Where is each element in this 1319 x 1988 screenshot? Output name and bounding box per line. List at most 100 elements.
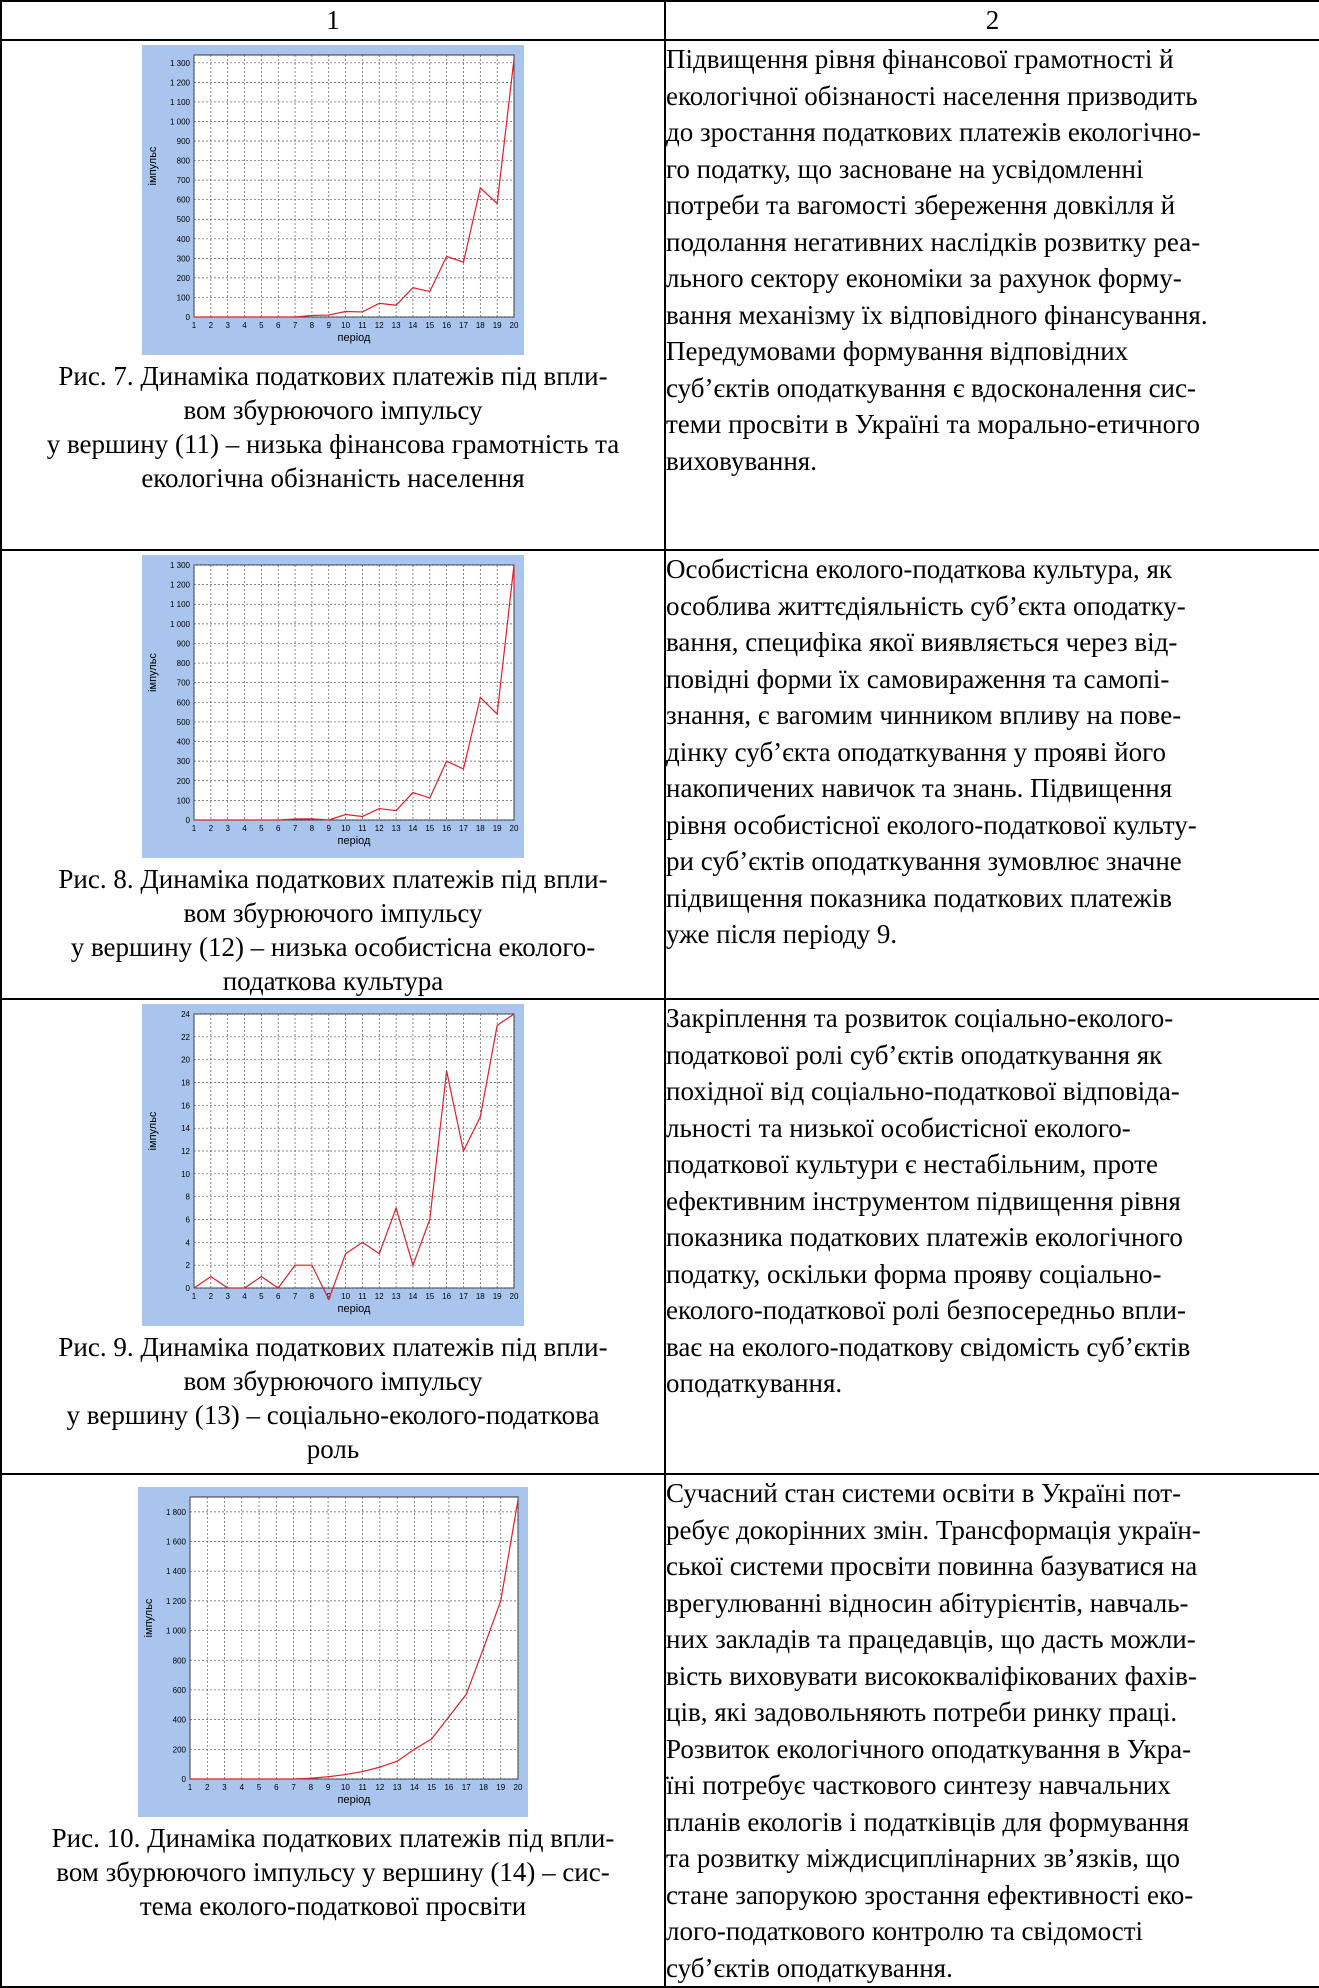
x-tick-label: 3 — [225, 824, 230, 833]
x-tick-label: 5 — [259, 321, 264, 330]
x-tick-label: 17 — [459, 1292, 468, 1301]
table-row: 0 100 200 300 400 500 600 700 800 900 1 000 1 100 1 … — [0, 549, 1319, 1000]
paragraph-line: дінку суб’єкта оподаткування у прояві йо… — [666, 736, 1167, 767]
y-tick-label: 1 000 — [166, 1627, 187, 1636]
x-tick-label: 1 — [188, 1783, 193, 1792]
x-tick-label: 1 — [192, 1292, 197, 1301]
data-point — [479, 696, 481, 699]
header-row: 1 2 — [0, 0, 1319, 41]
data-point — [429, 1218, 431, 1221]
chart-fig-10: 0 200 400 600 800 1 000 1 200 1 400 1 600 1 800 1 2… — [138, 1487, 528, 1817]
x-tick-label: 8 — [310, 321, 315, 330]
paragraph-line: податку, оскільки форма прояву соціально… — [666, 1258, 1162, 1289]
x-tick-label: 20 — [510, 321, 519, 330]
x-tick-label: 9 — [327, 824, 332, 833]
data-point — [431, 1738, 433, 1740]
plot-area — [193, 54, 515, 318]
data-point — [462, 261, 465, 263]
x-tick-label: 14 — [410, 1783, 419, 1792]
caption-line: вом збурюючого імпульсу — [183, 898, 483, 928]
paragraph-line: до зростання податкових платежів екологі… — [666, 117, 1201, 147]
y-tick-label: 1 200 — [166, 1597, 187, 1606]
text-cell-8: Особистісна еколого-податкова культура, … — [664, 549, 1319, 1000]
data-point — [277, 1287, 279, 1289]
paragraph-line: податкової ролі суб’єктів оподаткування … — [666, 1039, 1163, 1070]
x-tick-label: 19 — [496, 1783, 505, 1792]
paragraph-line: Підвищення рівня фінансової грамотності … — [666, 44, 1174, 74]
x-tick-label: 20 — [514, 1783, 523, 1792]
y-tick-label: 1 100 — [170, 600, 191, 609]
y-tick-label: 500 — [177, 215, 191, 224]
data-point — [243, 1287, 246, 1289]
y-tick-label: 600 — [173, 1686, 187, 1695]
paragraph-line: підвищення показника податкових платежів — [666, 882, 1172, 913]
figure-cell-7: 0 100 200 300 400 500 600 700 800 900 1 000 1 100 1 … — [0, 39, 666, 551]
data-point — [395, 809, 397, 812]
x-tick-label: 14 — [408, 1292, 417, 1301]
paragraph-line: знання, є вагомим чинником впливу на пов… — [666, 700, 1182, 730]
y-tick-label: 1 000 — [170, 117, 191, 126]
x-tick-label: 6 — [274, 1783, 279, 1792]
paragraph-line: похідної від соціально-податкової відпов… — [666, 1076, 1180, 1106]
series-line — [194, 58, 515, 318]
data-point — [496, 202, 498, 205]
paragraph-line: повідні форми їх самовираження та самопі… — [666, 663, 1170, 694]
data-point — [227, 819, 229, 821]
data-point — [378, 808, 380, 810]
x-tick-label: 9 — [327, 321, 332, 330]
data-point — [395, 1207, 397, 1209]
data-point — [395, 304, 397, 306]
data-point — [328, 1298, 330, 1301]
x-tick-label: 13 — [392, 824, 401, 833]
data-point — [344, 1773, 346, 1776]
x-tick-label: 14 — [408, 824, 417, 833]
y-tick-label: 100 — [177, 796, 191, 805]
y-tick-label: 800 — [173, 1656, 187, 1665]
x-tick-label: 10 — [341, 824, 350, 833]
x-tick-label: 20 — [510, 1292, 519, 1301]
paragraph-line: показника податкових платежів екологічно… — [666, 1222, 1183, 1252]
data-point — [361, 815, 364, 818]
caption-line: вом збурюючого імпульсу — [183, 395, 483, 425]
x-tick-label: 2 — [209, 824, 214, 833]
paragraph-line: планів екологів і податківців для формув… — [666, 1806, 1190, 1837]
y-axis-label: імпульс — [143, 1598, 155, 1637]
data-point — [446, 255, 448, 257]
paragraph-line: Закріплення та розвиток соціально-еколог… — [666, 1003, 1174, 1033]
x-tick-label: 4 — [242, 1292, 247, 1301]
data-point — [396, 1760, 398, 1762]
data-point — [193, 819, 195, 821]
caption-line: у вершину (11) – низька фінансова грамот… — [46, 429, 620, 459]
x-tick-label: 19 — [493, 321, 502, 330]
paragraph-line: особлива життєдіяльність суб’єкта оподат… — [666, 590, 1186, 621]
chart-fig-9: 0 2 4 6 8 10 12 14 16 18 20 22 24 1 2 3 4 5 6 7 8 9 10 11 12 13 14… — [142, 1004, 524, 1326]
y-tick-label: 14 — [181, 1124, 190, 1133]
x-tick-label: 3 — [222, 1783, 227, 1792]
x-tick-label: 9 — [327, 1292, 332, 1301]
paragraph-line: уже після періоду 9. — [666, 919, 898, 949]
x-axis-label: період — [338, 332, 372, 344]
y-tick-label: 0 — [186, 816, 191, 825]
x-tick-label: 18 — [479, 1783, 488, 1792]
x-tick-label: 7 — [293, 321, 298, 330]
x-tick-label: 11 — [358, 824, 367, 833]
paragraph-line: Розвиток екологічного оподаткування в Ук… — [666, 1733, 1192, 1764]
data-point — [223, 1778, 226, 1780]
paragraph-line: теми просвіти в Україні та морально-етич… — [666, 409, 1201, 439]
data-point — [465, 1693, 467, 1695]
data-point — [260, 819, 262, 821]
y-tick-label: 900 — [177, 639, 191, 648]
y-tick-label: 300 — [177, 757, 191, 766]
data-point — [446, 1070, 448, 1072]
x-tick-label: 20 — [510, 824, 519, 833]
data-point — [311, 314, 313, 317]
y-tick-label: 100 — [177, 293, 191, 302]
data-point — [193, 1287, 195, 1289]
y-tick-label: 1 100 — [170, 98, 191, 107]
y-tick-label: 10 — [181, 1170, 190, 1179]
paragraph-line: льного сектору економіки за рахунок форм… — [666, 263, 1182, 293]
table-row: 0 2 4 6 8 10 12 14 16 18 20 22 24 1 2 3 4 5 6 7 8 9 10 11 12 13 14… — [0, 998, 1319, 1475]
data-point — [413, 1748, 416, 1750]
paragraph-line: ває на еколого-податкову свідомість суб’… — [666, 1331, 1191, 1362]
data-point — [328, 819, 330, 821]
